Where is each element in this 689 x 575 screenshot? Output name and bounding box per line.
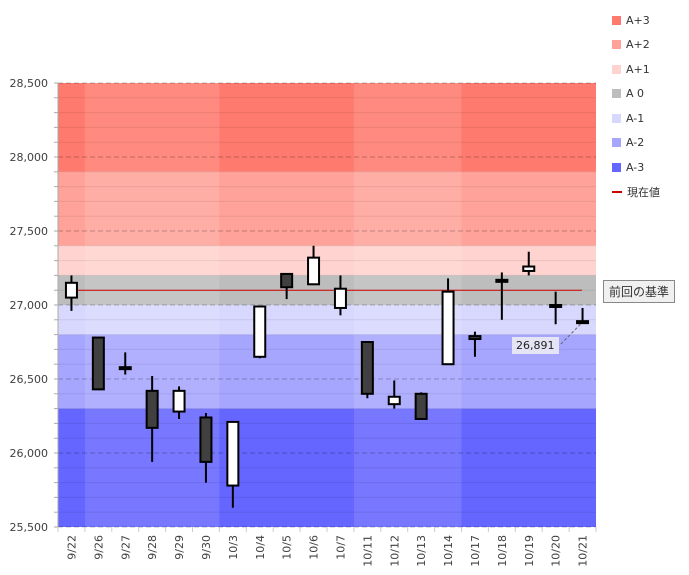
y-tick-label: 27,500	[10, 225, 49, 238]
candle-body	[414, 392, 428, 420]
legend-label: 現在値	[627, 185, 660, 199]
legend-swatch	[612, 113, 621, 123]
legend-label: A-2	[626, 136, 645, 150]
x-tick-label: 10/21	[577, 535, 590, 567]
legend-swatch	[612, 162, 621, 172]
legend-item-a-plus-3: A+3	[612, 8, 660, 33]
x-tick-label: 9/26	[92, 535, 105, 560]
y-tick-label: 25,500	[10, 521, 49, 534]
legend-item-a-minus-1: A-1	[612, 106, 660, 131]
legend: A+3 A+2 A+1 A 0 A-1 A-2 A-3 現在値	[612, 8, 660, 204]
candle-body	[307, 256, 321, 286]
x-tick-label: 10/17	[469, 535, 482, 567]
candle-body	[172, 389, 186, 413]
x-tick-label: 9/29	[173, 535, 186, 560]
legend-label: A+1	[626, 62, 650, 76]
x-tick-label: 10/3	[227, 535, 240, 560]
band-Aplus3	[58, 83, 596, 172]
x-tick-label: 10/4	[254, 535, 267, 560]
candle-body	[226, 420, 240, 487]
x-tick-label: 10/5	[281, 535, 294, 560]
x-tick-label: 10/6	[308, 535, 321, 560]
legend-item-current-value: 現在値	[612, 180, 660, 205]
y-tick-label: 26,500	[10, 373, 49, 386]
candle-body	[495, 278, 509, 283]
legend-swatch	[612, 15, 621, 25]
candle-body	[576, 320, 590, 325]
y-tick-label: 28,500	[10, 77, 49, 90]
legend-item-a-minus-3: A-3	[612, 155, 660, 180]
x-tick-label: 10/7	[334, 535, 347, 560]
reference-line-label: 前回の基準	[603, 280, 676, 303]
legend-swatch	[612, 138, 621, 148]
x-tick-label: 10/19	[523, 535, 536, 567]
legend-label: A 0	[626, 87, 645, 101]
x-tick-label: 9/28	[146, 535, 159, 560]
band-Aplus1	[58, 245, 596, 276]
candle-body	[333, 287, 347, 309]
legend-label: A-3	[626, 160, 645, 174]
candle-body	[522, 265, 536, 272]
candle-body	[387, 395, 401, 406]
x-tick-label: 10/12	[388, 535, 401, 567]
x-tick-label: 9/27	[119, 535, 132, 560]
legend-line-swatch	[612, 190, 622, 193]
x-tick-label: 10/11	[361, 535, 374, 567]
legend-item-a-plus-2: A+2	[612, 33, 660, 58]
legend-item-a-plus-1: A+1	[612, 57, 660, 82]
candle-body	[199, 416, 213, 463]
candle-body	[468, 335, 482, 341]
candle-body	[91, 336, 105, 391]
band-Aminus1	[58, 305, 596, 335]
candle-body	[360, 341, 374, 395]
x-tick-label: 10/14	[442, 535, 455, 567]
legend-label: A+2	[626, 38, 650, 52]
legend-label: A-1	[626, 111, 645, 125]
legend-swatch	[612, 40, 621, 50]
legend-label: A+3	[626, 13, 650, 27]
x-tick-label: 10/18	[496, 535, 509, 567]
candle-body	[549, 304, 563, 308]
x-tick-label: 9/22	[65, 535, 78, 560]
candle-body	[64, 281, 78, 299]
x-tick-label: 10/20	[550, 535, 563, 567]
last-value-label: 26,891	[512, 337, 559, 354]
x-tick-label: 9/30	[200, 535, 213, 560]
candle-body	[441, 290, 455, 366]
legend-swatch	[612, 64, 621, 74]
y-tick-label: 26,000	[10, 447, 49, 460]
legend-item-a-0: A 0	[612, 82, 660, 107]
candle-body	[118, 366, 132, 371]
legend-item-a-minus-2: A-2	[612, 131, 660, 156]
candle-body	[280, 272, 294, 289]
candle-body	[145, 389, 159, 429]
x-tick-label: 10/13	[415, 535, 428, 567]
y-tick-label: 27,000	[10, 299, 49, 312]
y-tick-label: 28,000	[10, 151, 49, 164]
band-Aplus2	[58, 171, 596, 246]
candle-body	[253, 305, 267, 358]
legend-swatch	[612, 89, 621, 99]
